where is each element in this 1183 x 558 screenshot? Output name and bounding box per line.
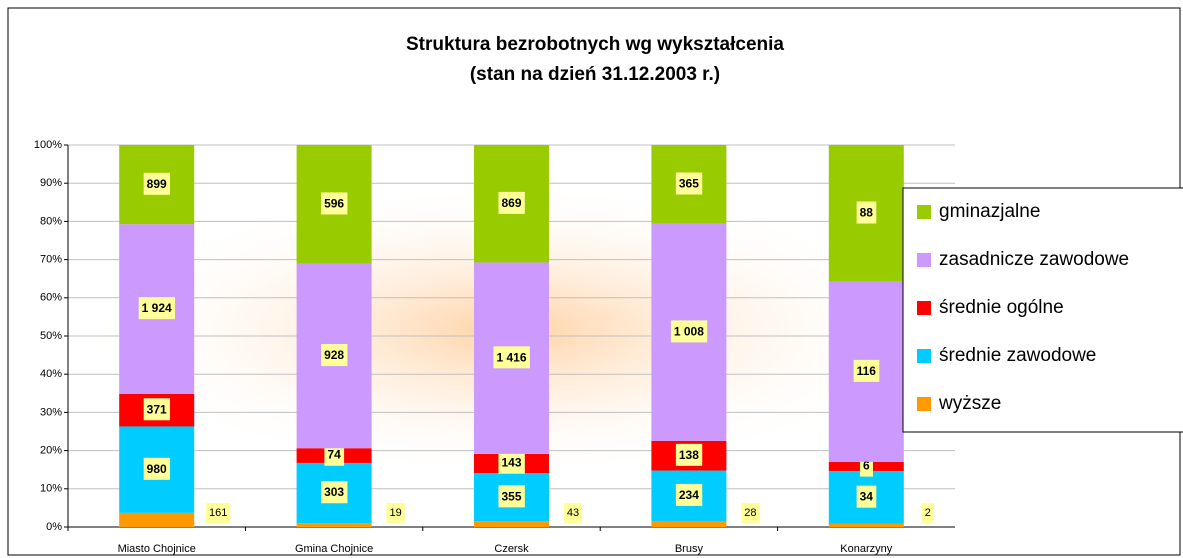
- y-tick-label: 60%: [40, 292, 62, 304]
- y-tick-label: 10%: [40, 483, 62, 495]
- data-label: 234: [679, 488, 699, 502]
- legend-box: [902, 187, 1183, 433]
- data-label: 88: [860, 205, 874, 219]
- chart-subtitle: (stan na dzień 31.12.2003 r.): [470, 64, 720, 85]
- legend-swatch: [917, 253, 931, 267]
- data-label-box: [386, 502, 405, 523]
- legend-swatch: [917, 301, 931, 315]
- data-label-box: [670, 320, 708, 343]
- x-tick-label: Brusy: [675, 543, 704, 555]
- data-label: 365: [679, 176, 699, 190]
- data-label-box: [143, 172, 171, 195]
- y-tick-label: 50%: [40, 330, 62, 342]
- data-label-box: [563, 502, 583, 523]
- data-label-box: [856, 485, 877, 508]
- data-label: 355: [501, 489, 521, 503]
- data-label-box: [321, 481, 348, 504]
- data-label-box: [741, 502, 760, 523]
- data-label-box: [498, 485, 525, 508]
- y-tick-label: 100%: [34, 139, 62, 151]
- legend-label: średnie zawodowe: [939, 345, 1096, 366]
- data-label-box: [321, 344, 348, 367]
- legend-swatch: [917, 397, 931, 411]
- bar-segment: [828, 523, 904, 527]
- data-label-box: [493, 346, 530, 369]
- data-label-box: [143, 457, 171, 480]
- bar-segment: [474, 521, 549, 527]
- bar-segment: [296, 523, 372, 527]
- y-tick-label: 80%: [40, 215, 62, 227]
- y-tick-label: 20%: [40, 445, 62, 457]
- data-label: 143: [501, 456, 521, 470]
- x-tick-label: Miasto Chojnice: [118, 543, 196, 555]
- data-label-box: [498, 191, 525, 214]
- legend-label: zasadnicze zawodowe: [939, 249, 1129, 270]
- data-label: 371: [147, 402, 167, 416]
- data-label: 2: [925, 507, 931, 519]
- y-tick-label: 40%: [40, 368, 62, 380]
- bar-segment: [119, 512, 195, 527]
- data-label: 1 416: [496, 350, 526, 364]
- data-label: 928: [324, 348, 344, 362]
- data-label: 899: [147, 177, 167, 191]
- bar-segment: [651, 520, 727, 527]
- x-tick-label: Gmina Chojnice: [295, 543, 373, 555]
- data-label: 980: [147, 462, 167, 476]
- y-tick-label: 90%: [40, 177, 62, 189]
- data-label-box: [138, 297, 176, 320]
- data-label: 116: [857, 364, 877, 378]
- y-tick-label: 0%: [46, 521, 62, 533]
- legend-swatch: [917, 349, 931, 363]
- data-label: 138: [679, 448, 699, 462]
- data-label: 43: [567, 507, 579, 519]
- data-label: 1 924: [142, 301, 172, 315]
- data-label-box: [321, 192, 348, 215]
- data-label-box: [675, 172, 703, 195]
- data-label-box: [921, 502, 934, 523]
- data-label: 161: [209, 507, 227, 519]
- data-label-box: [498, 451, 525, 474]
- data-label-box: [675, 483, 703, 506]
- legend-label: średnie ogólne: [939, 297, 1064, 318]
- x-tick-label: Konarzyny: [840, 543, 892, 555]
- data-label: 1 008: [674, 324, 704, 338]
- legend-label: gminazjalne: [939, 201, 1040, 222]
- y-tick-label: 70%: [40, 254, 62, 266]
- data-label-box: [853, 359, 880, 382]
- data-label-box: [143, 398, 171, 421]
- chart-title: Struktura bezrobotnych wg wykształcenia: [406, 34, 784, 55]
- x-tick-label: Czersk: [494, 543, 529, 555]
- legend-label: wyższe: [938, 393, 1001, 414]
- data-label: 19: [389, 507, 401, 519]
- data-label: 303: [324, 485, 344, 499]
- data-label-box: [206, 502, 231, 523]
- data-label: 34: [860, 490, 874, 504]
- legend-swatch: [917, 205, 931, 219]
- y-tick-label: 30%: [40, 406, 62, 418]
- data-label: 28: [744, 507, 756, 519]
- data-label-box: [324, 443, 345, 466]
- data-label-box: [675, 443, 703, 466]
- data-label: 6: [863, 459, 870, 473]
- data-label: 596: [324, 196, 344, 210]
- data-label-box: [856, 201, 877, 224]
- data-label: 869: [501, 196, 521, 210]
- data-label: 74: [327, 448, 341, 462]
